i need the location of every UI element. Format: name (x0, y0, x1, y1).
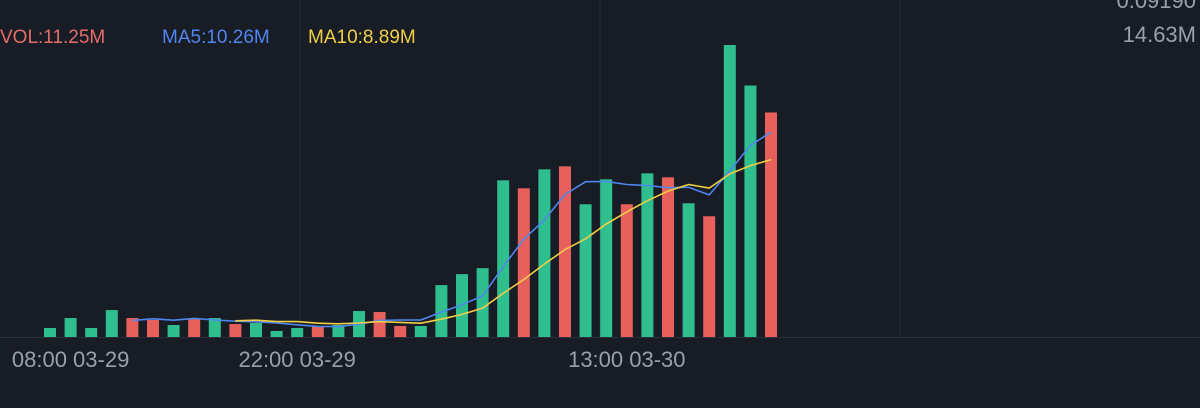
volume-bar (579, 204, 592, 337)
legend-entry: MA5:10.26M (162, 27, 270, 48)
volume-bar (229, 324, 242, 337)
volume-bar (373, 312, 386, 337)
volume-bar (620, 204, 633, 337)
volume-bar (682, 203, 695, 337)
volume-bar (147, 320, 159, 337)
volume-bar (703, 216, 716, 337)
volume-bar (167, 325, 180, 337)
volume-bar (662, 177, 674, 337)
volume-bar (311, 326, 324, 337)
volume-bar (517, 188, 530, 337)
legend-entry: VOL:11.25M (0, 27, 105, 48)
legend-entry: MA10:8.89M (308, 27, 416, 48)
volume-bar (744, 85, 757, 337)
volume-bar (538, 169, 551, 337)
x-tick-label: 22:00 03-29 (238, 347, 355, 372)
moving-average-line (132, 131, 772, 328)
volume-bar (250, 323, 262, 337)
volume-bar (44, 328, 56, 337)
volume-bar (188, 319, 201, 337)
volume-bar (641, 173, 654, 337)
volume-bar (126, 318, 139, 337)
moving-average-line (235, 158, 772, 325)
volume-bar (105, 310, 118, 337)
volume-bar (85, 328, 98, 337)
volume-bar (394, 326, 407, 337)
volume-bar (291, 328, 304, 337)
volume-bar (497, 180, 510, 337)
volume-bar (600, 179, 613, 337)
volume-bar (332, 325, 345, 337)
volume-bar (208, 318, 221, 337)
volume-bar (723, 45, 736, 337)
volume-bar (64, 318, 77, 337)
volume-bar (765, 112, 777, 337)
volume-bar (456, 274, 468, 337)
price-label: 0.09190 (1116, 0, 1196, 13)
volume-bar (414, 326, 427, 337)
volume-bar (476, 268, 489, 337)
volume-bar (435, 285, 448, 337)
volume-bar (559, 166, 571, 337)
x-tick-label: 08:00 03-29 (12, 347, 129, 372)
x-tick-label: 13:00 03-30 (568, 347, 685, 372)
volume-bar (270, 331, 283, 337)
y-tick-label: 14.63M (1123, 22, 1196, 47)
